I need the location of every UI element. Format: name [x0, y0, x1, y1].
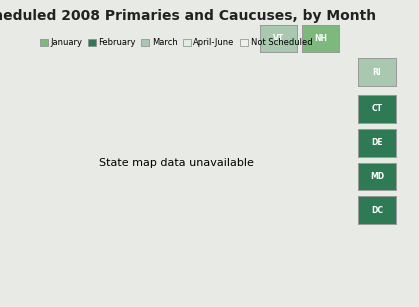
Text: Scheduled 2008 Primaries and Caucuses, by Month: Scheduled 2008 Primaries and Caucuses, b… — [0, 9, 377, 23]
Legend: January, February, March, April-June, Not Scheduled: January, February, March, April-June, No… — [36, 35, 316, 51]
Text: RI: RI — [373, 68, 381, 77]
Text: NH: NH — [314, 34, 327, 43]
Text: DE: DE — [371, 138, 383, 147]
Text: VT: VT — [273, 34, 284, 43]
Text: DC: DC — [371, 206, 383, 215]
Text: State map data unavailable: State map data unavailable — [98, 158, 253, 168]
Text: MD: MD — [370, 172, 384, 181]
Text: CT: CT — [372, 104, 383, 114]
